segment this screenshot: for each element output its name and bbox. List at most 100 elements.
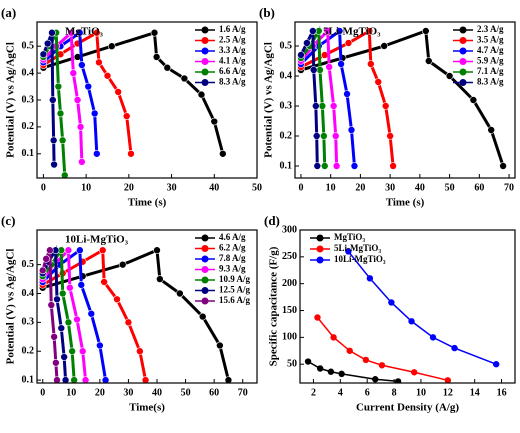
marker xyxy=(381,102,390,110)
y-tick-label: 0.2 xyxy=(22,346,35,357)
marker xyxy=(78,61,86,69)
marker xyxy=(53,295,61,304)
marker xyxy=(163,63,172,72)
marker xyxy=(318,102,327,110)
legend-label: 9.3 A/g xyxy=(219,264,246,274)
x-tick-label: 2 xyxy=(311,387,316,398)
marker xyxy=(335,27,344,35)
x-tick-label: 10 xyxy=(416,387,426,398)
axes-frame xyxy=(294,21,516,179)
marker xyxy=(331,132,340,140)
x-tick-label: 20 xyxy=(95,387,105,398)
axes-frame xyxy=(36,229,258,384)
marker xyxy=(312,132,321,140)
x-tick-label: 60 xyxy=(209,387,219,398)
marker xyxy=(60,353,68,361)
x-tick-label: 0 xyxy=(298,182,303,193)
marker xyxy=(224,376,233,383)
marker xyxy=(76,123,85,131)
x-tick-label: 12 xyxy=(443,387,453,398)
marker xyxy=(39,50,48,59)
y-tick-label: 0.3 xyxy=(22,317,35,328)
y-axis-label: Specific capacitance (F/g) xyxy=(268,246,280,366)
legend-label: MgTiO₃ xyxy=(334,232,365,242)
x-tick-label: 20 xyxy=(124,182,134,193)
marker xyxy=(156,275,164,283)
legend-marker xyxy=(201,58,209,65)
plot xyxy=(38,245,233,383)
marker xyxy=(347,126,356,134)
x-tick-label: 0 xyxy=(41,182,46,193)
series-line xyxy=(347,251,497,365)
marker xyxy=(309,27,317,35)
y-axis-label: Potential (V) vs Ag/AgCl xyxy=(5,42,17,158)
x-tick-label: 30 xyxy=(385,182,395,193)
marker xyxy=(451,344,458,352)
marker xyxy=(46,246,54,255)
y-tick-label: 0.1 xyxy=(280,160,293,171)
y-tick-label: 250 xyxy=(282,251,297,262)
marker xyxy=(378,362,386,369)
marker xyxy=(153,246,161,255)
marker xyxy=(422,27,430,35)
x-tick-label: 10 xyxy=(66,387,76,398)
x-tick-label: 4 xyxy=(338,387,343,398)
marker xyxy=(150,28,159,37)
marker xyxy=(429,334,437,341)
marker xyxy=(56,109,65,118)
marker xyxy=(327,368,335,375)
marker xyxy=(78,158,86,166)
plot xyxy=(39,28,227,178)
marker xyxy=(38,266,47,275)
legend-label: 5.9 A/g xyxy=(477,56,504,66)
marker xyxy=(389,162,397,170)
legend-label: 5Li-MgTiO₃ xyxy=(334,243,381,253)
x-tick-label: 14 xyxy=(470,387,480,398)
legend-marker xyxy=(201,266,209,273)
marker xyxy=(52,358,60,367)
legend-marker xyxy=(201,276,209,284)
y-tick-label: 0.4 xyxy=(280,70,293,81)
legend-label: 10Li-MgTiO₃ xyxy=(334,254,386,264)
marker xyxy=(101,376,110,383)
marker xyxy=(320,162,329,170)
x-tick-label: 40 xyxy=(415,182,425,193)
marker xyxy=(329,102,338,110)
legend-label: 7.1 A/g xyxy=(477,66,504,76)
marker xyxy=(386,132,394,140)
x-axis-label: Current Density (A/g) xyxy=(356,402,459,414)
marker xyxy=(67,28,75,37)
marker xyxy=(323,27,332,35)
y-tick-label: 0.5 xyxy=(22,259,35,270)
marker xyxy=(103,71,112,80)
x-tick-label: 8 xyxy=(392,387,397,398)
legend-marker xyxy=(316,245,324,253)
marker xyxy=(57,324,66,332)
legend-label: 15.6 A/g xyxy=(219,295,251,305)
marker xyxy=(53,376,61,383)
legend-marker xyxy=(201,234,209,242)
x-tick-label: 30 xyxy=(123,387,133,398)
marker xyxy=(367,60,375,68)
marker xyxy=(366,275,374,282)
y-axis-label: Potential (V) vs Ag/AgCl xyxy=(263,42,275,158)
marker xyxy=(330,334,337,341)
marker xyxy=(96,341,104,350)
marker xyxy=(68,347,76,356)
panel-label: (b) xyxy=(259,5,275,20)
x-tick-label: 10 xyxy=(326,182,336,193)
marker xyxy=(345,248,352,255)
x-tick-label: 50 xyxy=(445,182,455,193)
marker xyxy=(216,341,224,350)
legend-label: 10.9 A/g xyxy=(219,274,251,284)
marker xyxy=(64,246,73,255)
marker xyxy=(73,315,81,324)
marker xyxy=(73,96,82,104)
legend-marker xyxy=(316,256,324,264)
marker xyxy=(98,246,107,255)
marker xyxy=(43,39,52,48)
marker xyxy=(49,136,58,145)
marker xyxy=(198,312,207,321)
marker xyxy=(499,162,507,170)
